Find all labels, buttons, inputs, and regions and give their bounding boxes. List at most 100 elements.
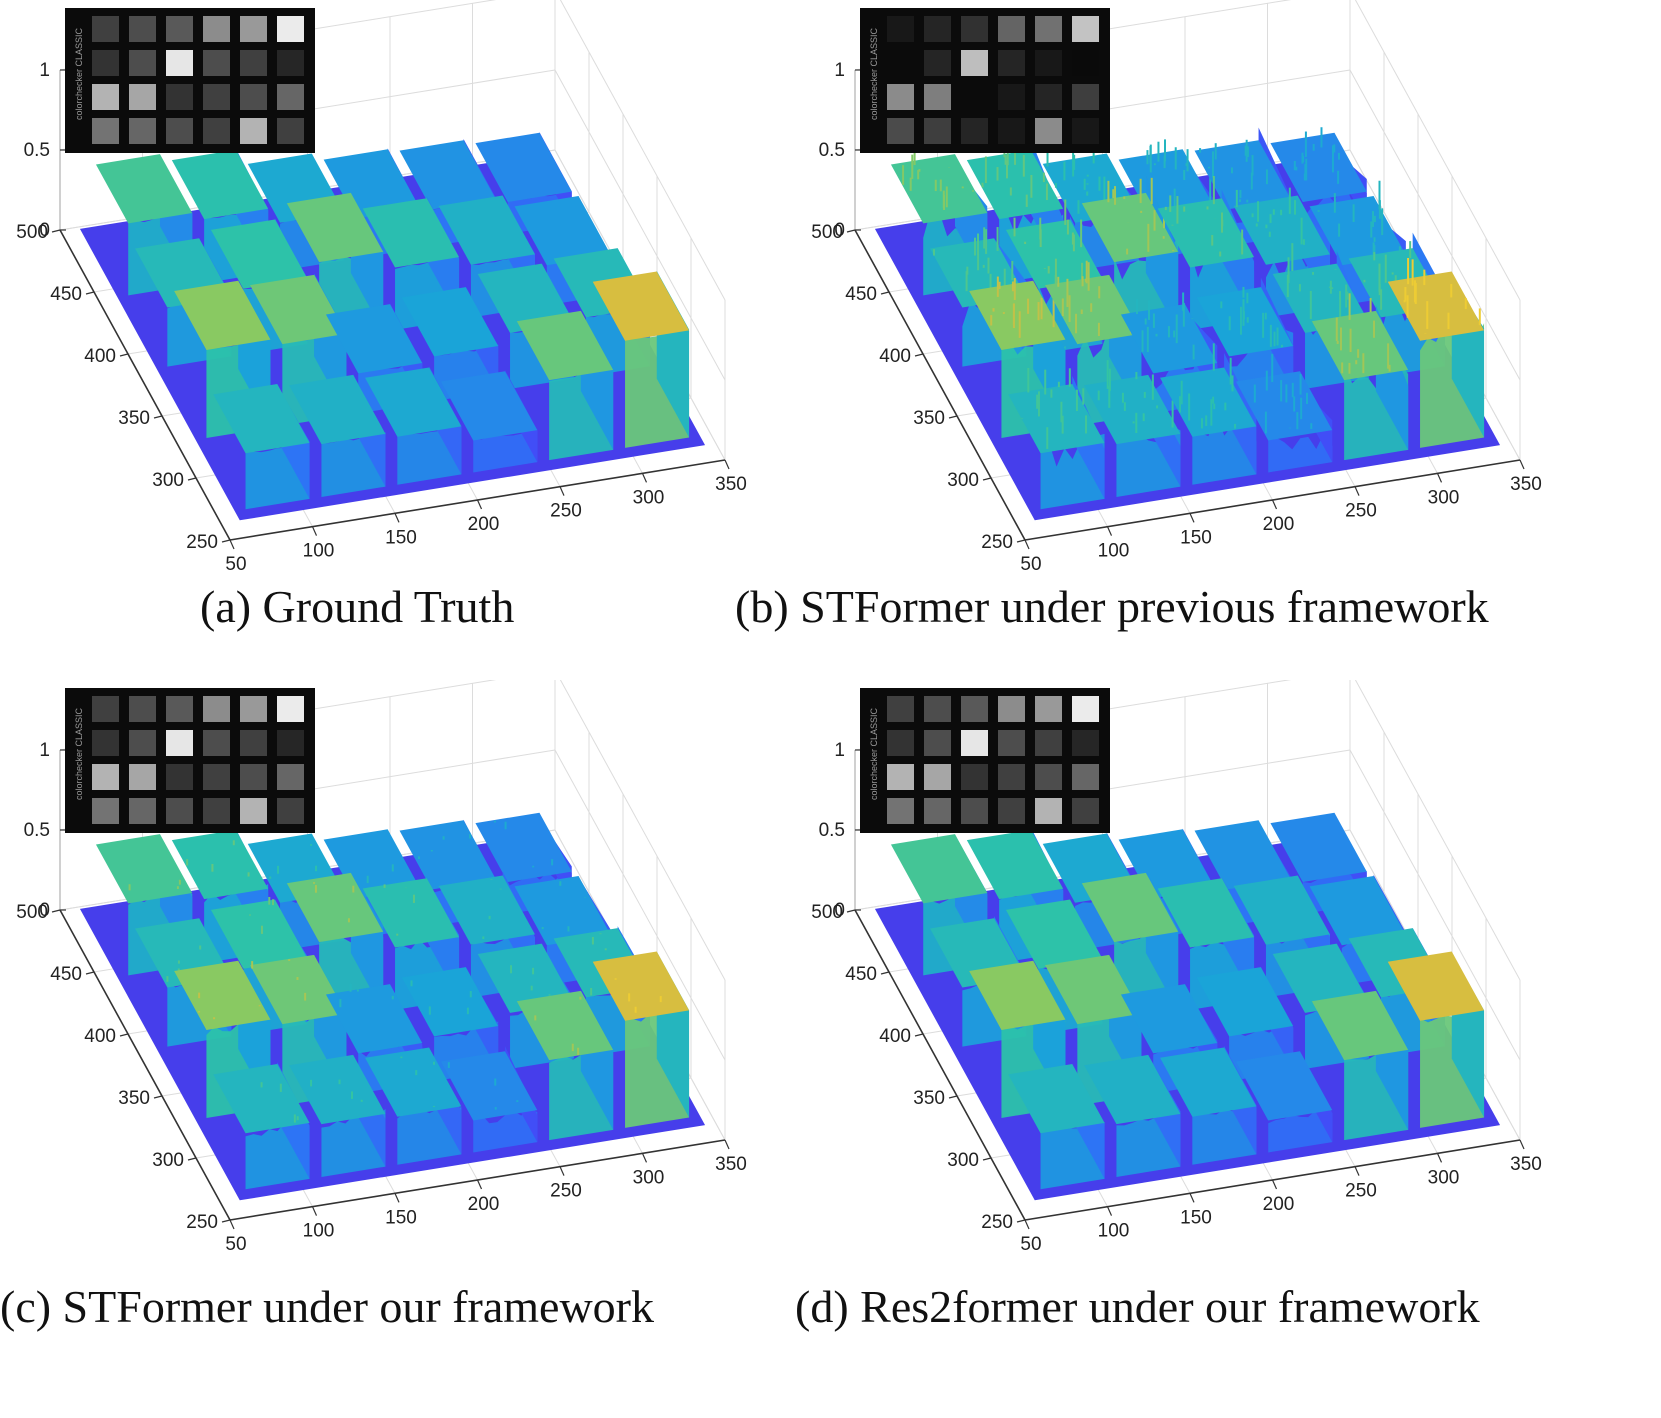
colorchecker-inset: colorchecker CLASSIC bbox=[65, 8, 315, 153]
panel-d: 0 0.5 1 250 300 350 400 450 500 50 100 150 200 250 300… bbox=[795, 680, 1625, 1389]
y-tick-label: 450 bbox=[50, 964, 82, 985]
y-tick-label: 350 bbox=[118, 408, 150, 429]
inset-logo-text: colorchecker CLASSIC bbox=[74, 27, 84, 120]
surface-plot-a: 0 0.5 1 250 300 350 400 450 500 50 100 150 200 250 300… bbox=[16, 0, 747, 575]
x-tick-label: 350 bbox=[715, 474, 747, 495]
surface bbox=[874, 127, 1501, 521]
x-tick-label: 300 bbox=[1428, 487, 1460, 508]
checker-patch bbox=[516, 310, 614, 461]
y-tick-label: 450 bbox=[845, 964, 877, 985]
y-tick-label: 500 bbox=[811, 222, 843, 243]
checker-patch bbox=[289, 374, 386, 497]
y-tick-label: 350 bbox=[118, 1088, 150, 1109]
surface-plot-b: 0 0.5 1 250 300 350 400 450 500 50 100 150 200 250 300… bbox=[811, 0, 1542, 575]
x-tick-label: 250 bbox=[550, 501, 582, 522]
z-tick-label: 0 bbox=[39, 900, 50, 921]
inset-logo-text: colorchecker CLASSIC bbox=[74, 707, 84, 800]
checker-patch bbox=[289, 1054, 386, 1177]
x-tick-label: 300 bbox=[633, 487, 665, 508]
checker-patch bbox=[1008, 1063, 1105, 1190]
z-tick-label: 1 bbox=[39, 60, 50, 81]
checker-patch bbox=[440, 369, 538, 473]
z-tick-label: 0.5 bbox=[819, 140, 845, 161]
x-tick-label: 50 bbox=[1020, 1234, 1041, 1255]
caption-d: (d) Res2former under our framework bbox=[795, 1281, 1480, 1332]
colorchecker-inset: colorchecker CLASSIC bbox=[860, 8, 1110, 153]
checker-patch bbox=[1311, 990, 1409, 1141]
y-tick-label: 250 bbox=[981, 1212, 1013, 1233]
y-tick-label: 300 bbox=[152, 470, 184, 491]
x-tick-label: 350 bbox=[1510, 1154, 1542, 1175]
y-tick-label: 300 bbox=[947, 470, 979, 491]
y-tick-label: 450 bbox=[845, 284, 877, 305]
x-tick-label: 100 bbox=[1098, 1221, 1130, 1242]
z-tick-label: 1 bbox=[39, 740, 50, 761]
panel-c: 0 0.5 1 250 300 350 400 450 500 50 100 150 200 250 300… bbox=[0, 680, 830, 1389]
surface bbox=[874, 812, 1501, 1201]
y-tick-label: 400 bbox=[879, 346, 911, 367]
caption-b: (b) STFormer under previous framework bbox=[735, 581, 1489, 632]
checker-patch bbox=[1311, 293, 1409, 461]
caption-c: (c) STFormer under our framework bbox=[0, 1281, 654, 1332]
x-tick-label: 100 bbox=[303, 1221, 335, 1242]
checker-patch bbox=[1008, 367, 1105, 510]
x-tick-label: 200 bbox=[1263, 1194, 1295, 1215]
inset-logo-text: colorchecker CLASSIC bbox=[869, 707, 879, 800]
y-tick-label: 300 bbox=[152, 1150, 184, 1171]
checker-patch bbox=[1084, 1054, 1181, 1177]
z-tick-label: 0 bbox=[834, 220, 845, 241]
y-tick-label: 500 bbox=[16, 902, 48, 923]
checker-patch bbox=[213, 1062, 310, 1190]
checker-patch bbox=[365, 1047, 462, 1165]
y-tick-label: 400 bbox=[879, 1026, 911, 1047]
inset-logo-text: colorchecker CLASSIC bbox=[869, 27, 879, 120]
panel-b: 0 0.5 1 250 300 350 400 450 500 50 100 150 200 250 300… bbox=[795, 0, 1625, 709]
y-tick-label: 400 bbox=[84, 346, 116, 367]
x-tick-label: 100 bbox=[303, 541, 335, 562]
colorchecker-inset: colorchecker CLASSIC bbox=[65, 688, 315, 833]
x-tick-label: 50 bbox=[1020, 554, 1041, 575]
x-tick-label: 250 bbox=[550, 1181, 582, 1202]
z-tick-label: 0 bbox=[39, 220, 50, 241]
y-tick-label: 250 bbox=[981, 532, 1013, 553]
y-tick-label: 450 bbox=[50, 284, 82, 305]
y-tick-label: 300 bbox=[947, 1150, 979, 1171]
surface-plot-d: 0 0.5 1 250 300 350 400 450 500 50 100 150 200 250 300… bbox=[811, 680, 1542, 1255]
z-tick-label: 0 bbox=[834, 900, 845, 921]
z-tick-label: 1 bbox=[834, 740, 845, 761]
checker-patch bbox=[1196, 967, 1294, 1082]
checker-patch bbox=[440, 1045, 538, 1153]
surface bbox=[79, 812, 706, 1201]
x-tick-label: 150 bbox=[1180, 527, 1212, 548]
checker-patch bbox=[1160, 343, 1257, 485]
x-tick-label: 150 bbox=[385, 1207, 417, 1228]
y-tick-label: 250 bbox=[186, 532, 218, 553]
x-tick-label: 200 bbox=[468, 1194, 500, 1215]
x-tick-label: 300 bbox=[1428, 1167, 1460, 1188]
z-tick-label: 0.5 bbox=[819, 820, 845, 841]
y-tick-label: 500 bbox=[16, 222, 48, 243]
y-tick-label: 350 bbox=[913, 1088, 945, 1109]
x-tick-label: 100 bbox=[1098, 541, 1130, 562]
checker-patch bbox=[1084, 360, 1181, 497]
caption-a: (a) Ground Truth bbox=[200, 581, 515, 632]
checker-patch bbox=[1235, 353, 1333, 473]
y-tick-label: 250 bbox=[186, 1212, 218, 1233]
x-tick-label: 350 bbox=[1510, 474, 1542, 495]
colorchecker-inset: colorchecker CLASSIC bbox=[860, 688, 1110, 833]
z-tick-label: 1 bbox=[834, 60, 845, 81]
x-tick-label: 350 bbox=[715, 1154, 747, 1175]
checker-patch bbox=[365, 366, 462, 485]
x-tick-label: 250 bbox=[1345, 501, 1377, 522]
x-tick-label: 250 bbox=[1345, 1181, 1377, 1202]
x-tick-label: 50 bbox=[225, 1234, 246, 1255]
checker-patch bbox=[1387, 257, 1485, 448]
y-tick-label: 400 bbox=[84, 1026, 116, 1047]
x-tick-label: 150 bbox=[1180, 1207, 1212, 1228]
checker-patch bbox=[516, 990, 614, 1141]
x-tick-label: 50 bbox=[225, 554, 246, 575]
y-tick-label: 500 bbox=[811, 902, 843, 923]
z-tick-label: 0.5 bbox=[24, 820, 50, 841]
x-tick-label: 300 bbox=[633, 1167, 665, 1188]
checker-patch bbox=[1387, 951, 1485, 1128]
